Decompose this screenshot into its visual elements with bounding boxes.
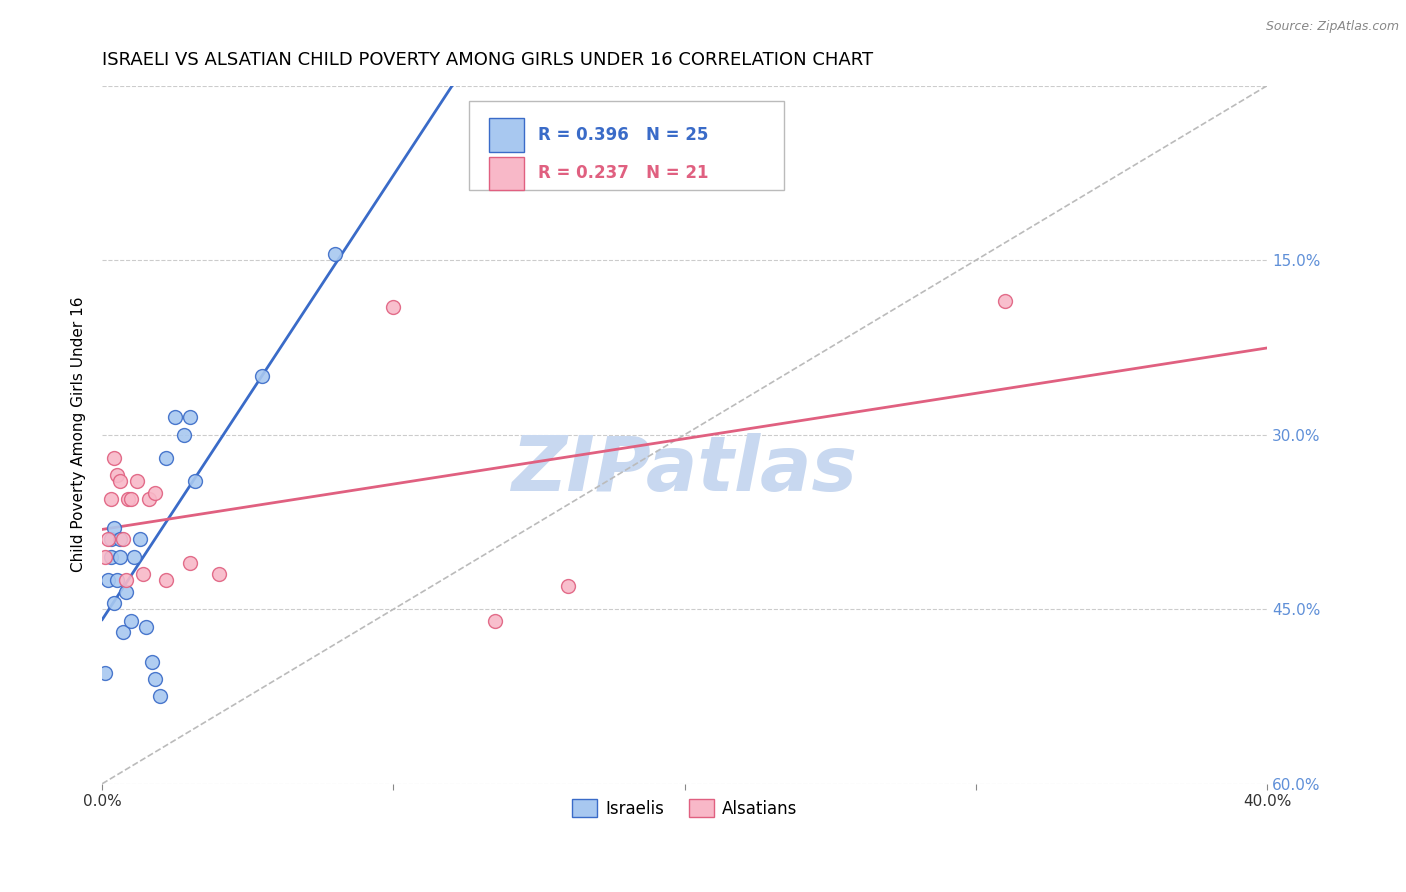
Point — [100, 491, 122, 506]
Text: R = 0.396   N = 25: R = 0.396 N = 25 — [538, 126, 709, 145]
Point — [382, 300, 405, 314]
Point — [122, 549, 145, 564]
Legend: Israelis, Alsatians: Israelis, Alsatians — [565, 793, 804, 824]
Point — [155, 450, 177, 465]
FancyBboxPatch shape — [470, 101, 783, 190]
Point — [149, 690, 172, 704]
Point — [114, 573, 136, 587]
Point — [184, 474, 207, 488]
Point — [114, 584, 136, 599]
Point — [132, 567, 155, 582]
Point — [143, 485, 166, 500]
Text: Source: ZipAtlas.com: Source: ZipAtlas.com — [1265, 20, 1399, 33]
Point — [111, 625, 134, 640]
Point — [103, 596, 125, 610]
Point — [129, 533, 152, 547]
Point — [111, 533, 134, 547]
Point — [484, 614, 506, 628]
Text: R = 0.237   N = 21: R = 0.237 N = 21 — [538, 164, 709, 183]
Point — [97, 573, 120, 587]
Text: ZIPatlas: ZIPatlas — [512, 433, 858, 507]
FancyBboxPatch shape — [489, 157, 524, 190]
Point — [138, 491, 160, 506]
Point — [143, 672, 166, 686]
Point — [120, 614, 142, 628]
Point — [103, 521, 125, 535]
Text: ISRAELI VS ALSATIAN CHILD POVERTY AMONG GIRLS UNDER 16 CORRELATION CHART: ISRAELI VS ALSATIAN CHILD POVERTY AMONG … — [103, 51, 873, 69]
Point — [557, 579, 579, 593]
Y-axis label: Child Poverty Among Girls Under 16: Child Poverty Among Girls Under 16 — [72, 297, 86, 573]
Point — [127, 474, 149, 488]
Point — [94, 549, 117, 564]
Point — [94, 666, 117, 681]
Point — [141, 655, 163, 669]
Point — [117, 491, 139, 506]
Point — [994, 293, 1017, 308]
Point — [103, 450, 125, 465]
Point — [105, 468, 128, 483]
Point — [108, 474, 131, 488]
Point — [100, 533, 122, 547]
Point — [135, 620, 157, 634]
Point — [155, 573, 177, 587]
Point — [100, 549, 122, 564]
Point — [105, 573, 128, 587]
Point — [252, 369, 274, 384]
Point — [323, 247, 346, 261]
Point — [163, 410, 186, 425]
Point — [108, 533, 131, 547]
Point — [120, 491, 142, 506]
FancyBboxPatch shape — [489, 119, 524, 152]
Point — [108, 549, 131, 564]
Point — [179, 410, 201, 425]
Point — [173, 427, 195, 442]
Point — [208, 567, 231, 582]
Point — [179, 556, 201, 570]
Point — [97, 533, 120, 547]
